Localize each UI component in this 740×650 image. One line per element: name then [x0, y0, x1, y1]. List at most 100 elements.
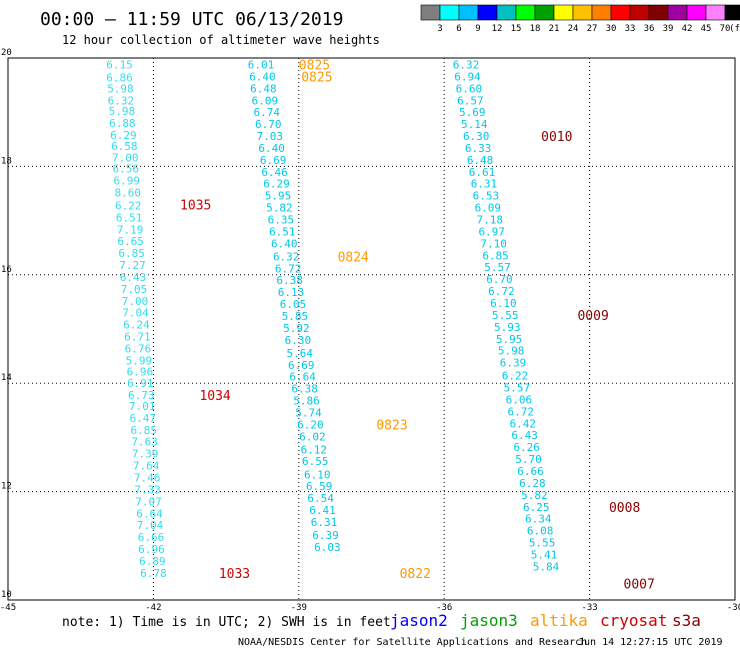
wave-height-label: 6.29 [110, 129, 137, 142]
wave-height-label: 6.38 [276, 274, 303, 287]
wave-height-label: 5.99 [126, 354, 153, 367]
wave-height-label: 6.48 [467, 154, 494, 167]
wave-height-label: 6.51 [116, 211, 143, 224]
color-scale-label: 6 [456, 24, 461, 34]
color-scale-label: 27 [587, 24, 598, 34]
wave-height-label: 6.09 [252, 94, 279, 107]
color-scale-label: 12 [492, 24, 503, 34]
wave-height-label: 6.31 [311, 516, 338, 529]
wave-height-label: 5.55 [529, 537, 556, 550]
wave-height-label: 6.46 [261, 166, 288, 179]
wave-height-label: 6.85 [130, 424, 157, 437]
color-scale-swatch [705, 4, 726, 21]
wave-height-label: 5.95 [265, 190, 292, 203]
color-scale-label: 15 [511, 24, 522, 34]
wave-height-label: 7.39 [132, 448, 159, 461]
wave-height-label: 5.57 [484, 261, 511, 274]
wave-height-label: 6.65 [117, 235, 144, 248]
color-scale-swatch [496, 4, 517, 21]
map-frame [7, 57, 736, 601]
wave-height-label: 5.55 [492, 309, 519, 322]
wave-height-label: 7.19 [117, 223, 144, 236]
map-plot-area: -45-42-39-36-33-30201816141210 6.156.865… [0, 48, 740, 613]
wave-height-label: 6.78 [140, 567, 167, 580]
color-scale-label: 9 [475, 24, 480, 34]
wave-height-label: 6.38 [291, 383, 318, 396]
color-scale-swatch [667, 4, 688, 21]
wave-height-label: 5.14 [461, 118, 488, 131]
altimeter-track: 6.326.946.606.575.695.146.306.336.486.61… [453, 59, 560, 574]
color-scale-swatch [553, 4, 574, 21]
wave-height-label: 6.69 [288, 359, 315, 372]
pass-time-label: 0824 [338, 250, 369, 265]
wave-height-label: 6.72 [488, 285, 515, 298]
pass-time-label: 1033 [219, 567, 250, 582]
color-scale-label: 45 [701, 24, 712, 34]
color-scale-label: 21 [549, 24, 560, 34]
color-scale-swatch [610, 4, 631, 21]
wave-height-label: 6.33 [465, 142, 492, 155]
wave-height-label: 5.41 [531, 548, 558, 561]
wave-height-label: 6.28 [519, 477, 546, 490]
wave-height-label: 6.59 [306, 480, 333, 493]
wave-height-label: 7.10 [480, 237, 507, 250]
wave-height-label: 6.64 [136, 507, 163, 520]
wave-height-label: 6.66 [517, 465, 544, 478]
wave-height-label: 5.82 [266, 202, 293, 215]
wave-height-label: 6.39 [312, 529, 339, 542]
wave-height-label: 6.15 [106, 59, 133, 72]
wave-height-label: 7.03 [256, 130, 283, 143]
wave-height-label: 6.57 [457, 94, 484, 107]
pass-time-label: 0825 [301, 70, 332, 85]
wave-height-label: 6.13 [278, 286, 305, 299]
footer-note: note: 1) Time is in UTC; 2) SWH is in fe… [62, 615, 391, 630]
pass-time-label: 0823 [376, 418, 407, 433]
pass-time-label: 1035 [180, 198, 211, 213]
altimeter-track: 6.016.406.486.096.746.707.036.406.696.46… [248, 59, 341, 554]
wave-height-label: 6.35 [268, 214, 295, 227]
color-scale-swatch [648, 4, 669, 21]
wave-height-label: 6.76 [125, 343, 152, 356]
wave-height-label: 6.72 [275, 262, 302, 275]
color-scale-swatch [724, 4, 740, 21]
color-scale-label: 24 [568, 24, 579, 34]
wave-height-label: 6.30 [463, 130, 490, 143]
wave-height-label: 6.40 [249, 70, 276, 83]
lat-tick-label: 18 [1, 156, 12, 166]
wave-height-label: 6.72 [508, 405, 535, 418]
color-scale-label: 3 [437, 24, 442, 34]
wave-height-label: 6.99 [113, 174, 140, 187]
lat-tick-label: 14 [1, 373, 12, 383]
wave-height-label: 6.22 [502, 370, 529, 383]
wave-height-label: 7.18 [477, 214, 504, 227]
wave-height-label: 6.05 [280, 298, 307, 311]
wave-height-label: 6.40 [271, 237, 298, 250]
wave-height-label: 6.08 [527, 525, 554, 538]
wave-height-label: 6.88 [109, 117, 136, 130]
wave-height-label: 5.85 [282, 310, 309, 323]
color-scale-swatch [458, 4, 479, 21]
wave-height-label: 6.43 [120, 271, 147, 284]
wave-height-label: 5.95 [496, 333, 523, 346]
color-scale-swatch [420, 4, 441, 21]
pass-time-label: 1034 [199, 389, 230, 404]
wave-height-label: 6.32 [108, 94, 135, 107]
wave-height-label: 6.06 [506, 393, 533, 406]
wave-height-label: 5.69 [459, 106, 486, 119]
wave-height-label: 6.03 [314, 541, 341, 554]
wave-height-label: 5.70 [515, 453, 542, 466]
wave-height-label: 6.31 [471, 178, 498, 191]
lon-tick-label: -39 [291, 603, 307, 613]
wave-height-label: 5.57 [504, 382, 531, 395]
wave-height-label: 6.58 [111, 140, 138, 153]
color-scale-swatch [477, 4, 498, 21]
wave-height-label: 7.07 [135, 495, 162, 508]
color-scale-swatch [534, 4, 555, 21]
wave-height-label: 6.73 [128, 389, 155, 402]
wave-height-label: 6.40 [258, 142, 285, 155]
wave-height-label: 6.48 [250, 82, 277, 95]
pass-time-label: 0825 [299, 59, 330, 74]
lat-tick-label: 20 [1, 48, 12, 58]
lat-tick-label: 10 [1, 590, 12, 600]
